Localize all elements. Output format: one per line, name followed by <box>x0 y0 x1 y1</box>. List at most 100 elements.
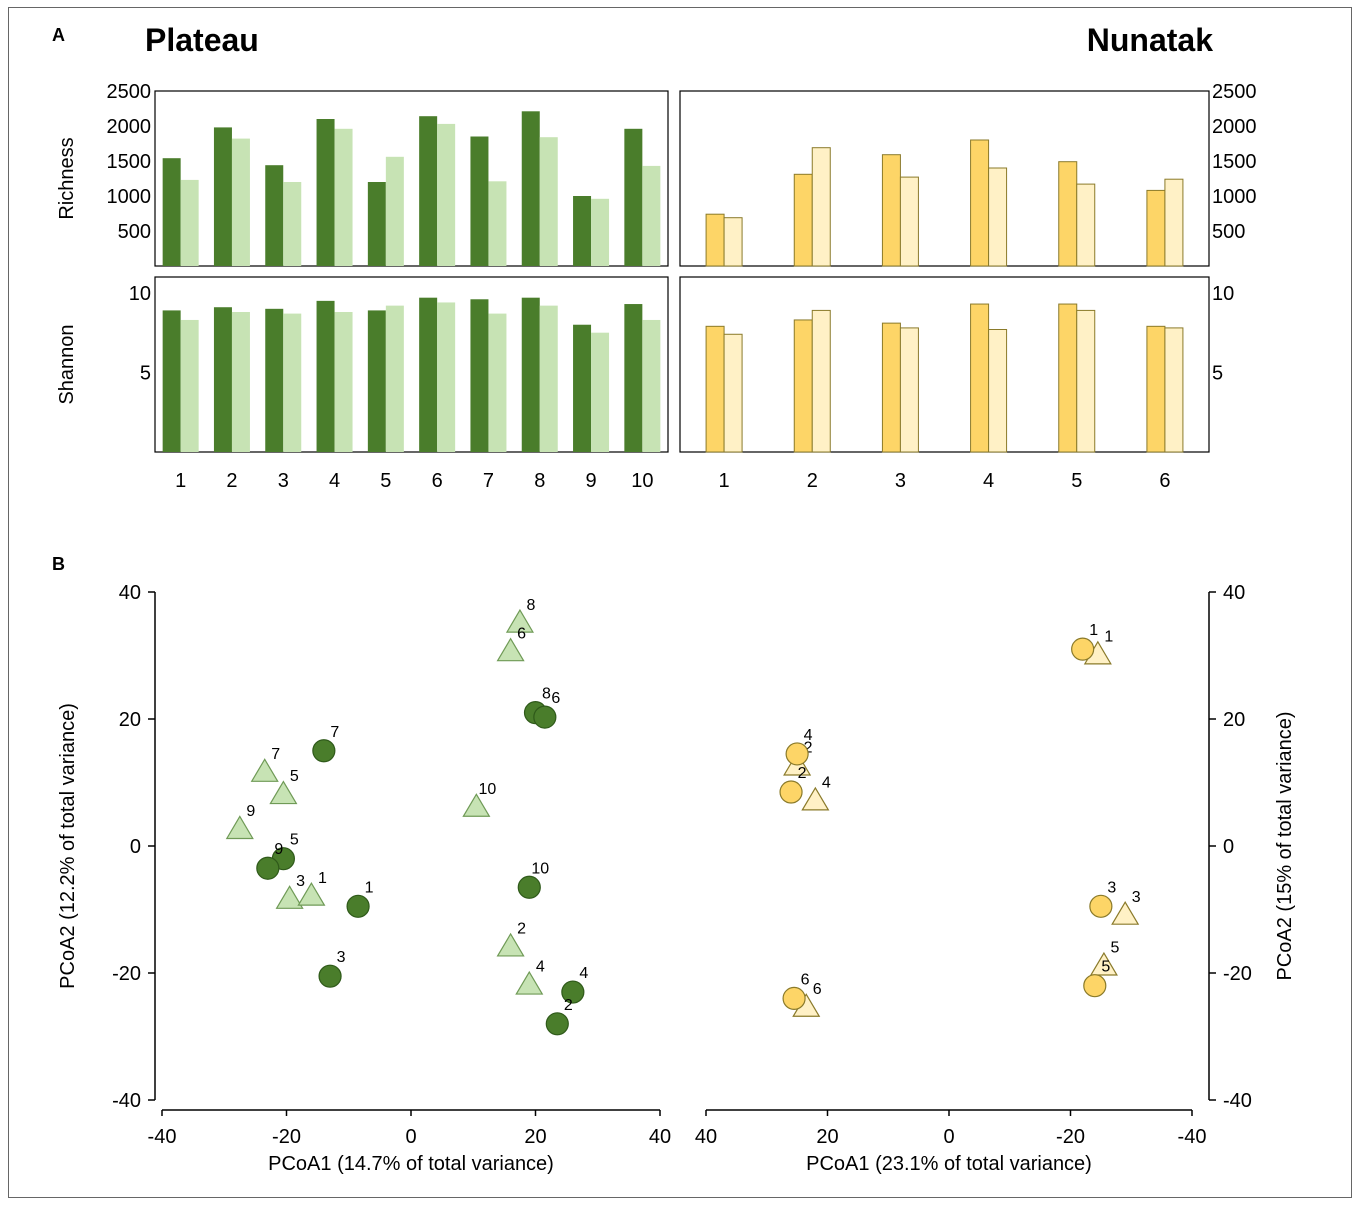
bar-sample-1-series-2 <box>723 333 743 453</box>
bar-sample-8-series-2 <box>539 305 558 452</box>
x-tick-label: 20 <box>816 1126 838 1148</box>
bar-sample-5-series-2 <box>385 305 404 452</box>
y-tick-label: 1000 <box>107 186 152 208</box>
point-circle-4 <box>785 742 809 766</box>
point-label: 7 <box>271 746 280 763</box>
plateau-title: Plateau <box>145 22 259 58</box>
point-label: 9 <box>274 841 283 858</box>
bar-sample-3-series-2 <box>899 327 919 453</box>
point-circle-1 <box>1071 637 1095 661</box>
x-tick-label: 40 <box>649 1126 671 1148</box>
bar-sample-1-series-1 <box>705 213 725 267</box>
bar-sample-8-series-1 <box>521 111 540 266</box>
point-label: 4 <box>536 959 545 976</box>
point-label: 3 <box>1132 889 1141 906</box>
bar-sample-6-series-2 <box>1164 178 1184 267</box>
x-tick-label: -20 <box>1056 1126 1085 1148</box>
point-label: 10 <box>478 781 496 798</box>
point-triangle-1 <box>297 881 326 906</box>
y-tick-label: 2000 <box>1212 116 1257 138</box>
chart-richness-nunatak: 500 1000 1500 2000 2500 <box>679 81 1257 267</box>
bar-sample-10-series-2 <box>642 319 661 452</box>
point-label: 1 <box>318 870 327 887</box>
point-circle-4 <box>561 980 585 1004</box>
y-axis-label: PCoA2 (15% of total variance) <box>1274 711 1296 980</box>
y-tick-label: 40 <box>1223 582 1245 604</box>
bar-sample-2-series-2 <box>811 147 831 267</box>
x-tick-label: 3 <box>278 470 289 492</box>
bar-sample-8-series-2 <box>539 137 558 266</box>
bar-sample-6-series-2 <box>437 123 456 267</box>
point-triangle-4 <box>801 786 830 811</box>
plot-frame <box>679 276 1210 453</box>
bar-sample-1-series-2 <box>723 217 743 267</box>
bar-sample-1-series-1 <box>705 325 725 453</box>
bar-sample-6-series-1 <box>1146 189 1166 267</box>
bar-sample-3-series-1 <box>265 308 284 452</box>
point-triangle-4 <box>515 970 544 995</box>
point-triangle-3 <box>275 885 304 909</box>
x-tick-label: 10 <box>631 470 653 492</box>
bar-sample-2-series-1 <box>213 127 232 267</box>
x-tick-label: 9 <box>585 470 596 492</box>
x-tick-label: 20 <box>524 1126 546 1148</box>
y-axis-label: Shannon <box>56 324 78 404</box>
x-tick-label: 6 <box>1159 470 1170 492</box>
bar-sample-3-series-1 <box>881 322 901 453</box>
point-circle-6 <box>533 705 557 729</box>
point-label: 7 <box>330 724 339 741</box>
bar-sample-6-series-1 <box>419 116 438 266</box>
bar-sample-9-series-1 <box>573 196 592 266</box>
x-tick-label: 1 <box>719 470 730 492</box>
point-circle-5 <box>1083 974 1107 998</box>
bar-sample-2-series-1 <box>793 319 813 453</box>
bar-sample-5-series-1 <box>1058 303 1078 453</box>
x-tick-label: 1 <box>175 470 186 492</box>
y-tick-label: 2000 <box>107 116 152 138</box>
bar-sample-9-series-2 <box>591 198 610 266</box>
point-label: 2 <box>798 765 807 782</box>
x-tick-label: 2 <box>226 470 237 492</box>
bar-sample-7-series-1 <box>470 136 489 266</box>
point-label: 5 <box>1110 940 1119 957</box>
point-triangle-10 <box>462 793 491 817</box>
x-tick-label: 40 <box>695 1126 717 1148</box>
point-label: 8 <box>542 686 551 703</box>
point-label: 5 <box>290 832 299 849</box>
x-tick-label: 0 <box>943 1126 954 1148</box>
point-triangle-2 <box>496 932 525 957</box>
point-label: 1 <box>1089 622 1098 639</box>
x-axis-label: PCoA1 (14.7% of total variance) <box>268 1153 554 1175</box>
point-circle-6 <box>782 986 806 1011</box>
y-tick-label: 0 <box>130 836 141 858</box>
y-tick-label: 1500 <box>1212 151 1257 173</box>
x-tick-label: -20 <box>272 1126 301 1148</box>
point-triangle-5 <box>269 780 298 805</box>
bar-sample-6-series-1 <box>419 297 438 452</box>
point-triangle-8 <box>505 608 534 633</box>
y-tick-label: 40 <box>119 582 141 604</box>
x-tick-label: 3 <box>895 470 906 492</box>
point-label: 2 <box>804 740 813 757</box>
bar-sample-9-series-2 <box>591 332 610 452</box>
y-axis-label: PCoA2 (12.2% of total variance) <box>57 703 79 989</box>
bar-sample-10-series-1 <box>624 304 643 452</box>
bar-sample-5-series-2 <box>1076 183 1096 267</box>
y-tick-label: -40 <box>1223 1090 1252 1112</box>
plot-frame <box>679 90 1210 267</box>
bar-sample-5-series-2 <box>1076 309 1096 453</box>
x-tick-label: 8 <box>534 470 545 492</box>
bar-sample-4-series-1 <box>316 119 335 266</box>
point-circle-2 <box>545 1012 569 1036</box>
bar-sample-2-series-2 <box>231 138 250 266</box>
point-label: 8 <box>526 597 535 614</box>
point-circle-7 <box>312 739 336 763</box>
x-tick-label: -40 <box>1178 1126 1207 1148</box>
figure-frame <box>8 7 1352 1198</box>
bar-sample-3-series-1 <box>265 165 284 266</box>
point-triangle-3 <box>1111 901 1140 925</box>
bar-sample-1-series-2 <box>180 319 199 452</box>
bar-sample-2-series-2 <box>231 312 250 452</box>
bar-sample-5-series-1 <box>1058 161 1078 267</box>
